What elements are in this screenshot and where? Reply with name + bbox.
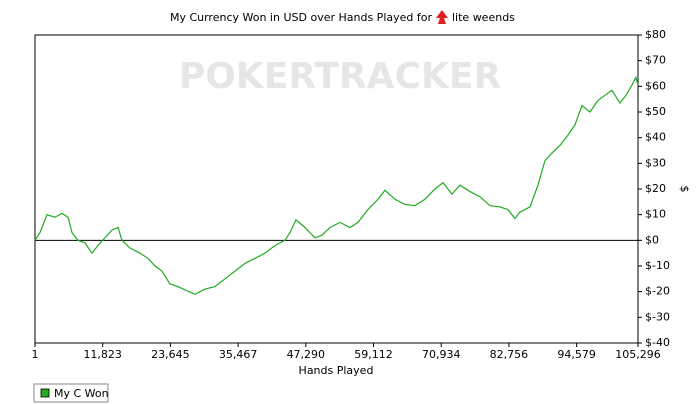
y-tick-label: $20 [645, 182, 666, 195]
series-line [34, 75, 639, 295]
chart-title: My Currency Won in USD over Hands Played… [170, 11, 433, 24]
title-icon [436, 10, 448, 24]
y-tick-label: $0 [645, 233, 659, 246]
x-tick-label: 23,645 [151, 348, 190, 361]
x-tick-label: 82,756 [490, 348, 529, 361]
watermark: POKERTRACKER [179, 56, 501, 97]
y-tick-label: $10 [645, 208, 666, 221]
y-tick-label: $-20 [645, 285, 670, 298]
legend-label: My C Won [54, 387, 109, 400]
y-axis-label: $ [678, 186, 691, 193]
x-tick-label: 47,290 [287, 348, 326, 361]
y-tick-label: $30 [645, 156, 666, 169]
y-tick-label: $-30 [645, 310, 670, 323]
y-tick-label: $-10 [645, 259, 670, 272]
y-tick-label: $50 [645, 105, 666, 118]
legend-swatch [40, 388, 50, 398]
x-tick-label: 11,823 [83, 348, 122, 361]
x-tick-label: 1 [32, 348, 39, 361]
y-tick-label: $40 [645, 131, 666, 144]
y-tick-label: $70 [645, 54, 666, 67]
x-tick-label: 35,467 [219, 348, 258, 361]
y-tick-label: $-40 [645, 336, 670, 349]
chart-title-suffix: lite weends [452, 11, 515, 24]
x-tick-label: 59,112 [354, 348, 393, 361]
x-tick-label: 94,579 [557, 348, 596, 361]
y-tick-label: $60 [645, 79, 666, 92]
legend-box [33, 383, 109, 403]
y-tick-label: $80 [645, 28, 666, 41]
x-axis-label: Hands Played [299, 364, 374, 377]
x-tick-label: 70,934 [422, 348, 461, 361]
x-tick-label: 105,296 [615, 348, 661, 361]
